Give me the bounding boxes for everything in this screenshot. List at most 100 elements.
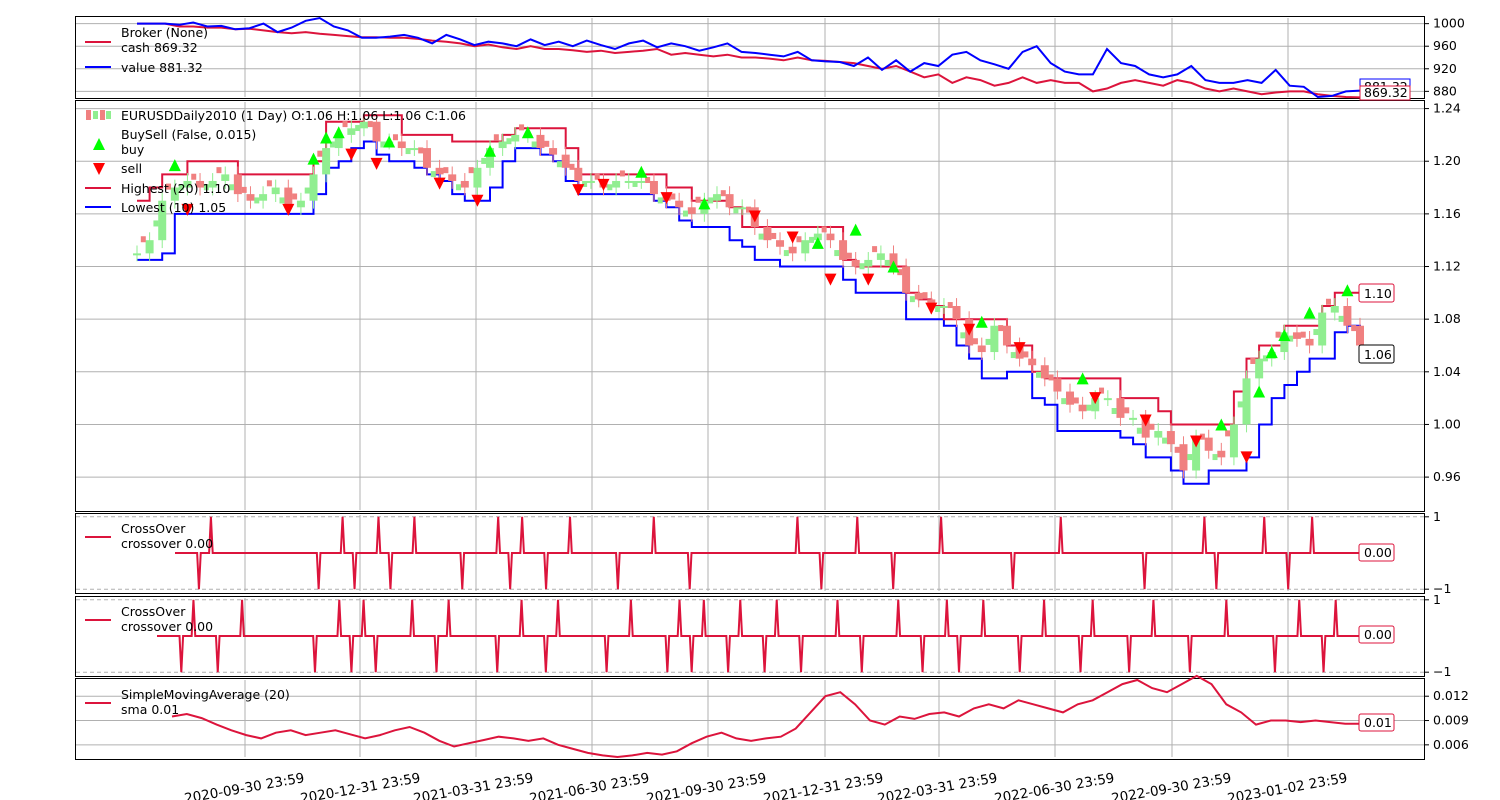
candle-body: [1073, 397, 1079, 404]
y-tick-label: 1.24: [1433, 101, 1461, 116]
legend-crossover-1-title: CrossOver: [121, 521, 186, 536]
sell-marker: [1139, 414, 1152, 427]
buy-marker: [635, 165, 648, 178]
candle-body: [1129, 417, 1138, 420]
candle-body: [1028, 358, 1037, 366]
candle-body: [876, 253, 885, 260]
y-tick-label: 1.00: [1433, 416, 1461, 431]
candle-body: [1048, 374, 1054, 381]
candle-body: [284, 187, 293, 208]
y-tick-label: 0.96: [1433, 469, 1461, 484]
sell-marker: [824, 273, 837, 286]
candle-body: [448, 174, 457, 181]
highest-line: [137, 114, 1392, 426]
legend-sma-title: SimpleMovingAverage (20): [121, 687, 290, 702]
candle-body: [536, 134, 545, 149]
plot-area: [133, 16, 1392, 759]
candle-body: [1212, 454, 1218, 461]
candle-body: [544, 140, 550, 147]
candle-body: [632, 180, 638, 187]
candle-body: [586, 180, 595, 183]
buy-marker: [1278, 328, 1291, 341]
sell-marker: [1013, 342, 1026, 355]
candle-body: [1066, 391, 1075, 405]
candle-body: [392, 134, 398, 141]
candle-body: [1255, 358, 1264, 379]
candle-body: [292, 193, 298, 200]
crossover-line: [175, 516, 1360, 590]
buy-marker: [320, 131, 333, 144]
candle-body: [334, 134, 343, 149]
candle-body: [422, 148, 431, 168]
sell-marker: [963, 323, 976, 336]
buy-marker: [332, 126, 345, 139]
candle-body: [1237, 401, 1243, 408]
sma-legend: SimpleMovingAverage (20) sma 0.01: [85, 687, 290, 717]
candle-body: [355, 125, 361, 132]
sell-marker: [786, 231, 799, 244]
candle-body: [1313, 329, 1319, 336]
buy-marker: [521, 126, 534, 139]
sell-marker: [181, 203, 194, 216]
candle-body: [725, 194, 734, 208]
candle-body: [1099, 387, 1105, 394]
candle-body: [897, 269, 903, 276]
candle-body: [972, 338, 978, 345]
candle-body: [456, 184, 462, 191]
end-label-cash: 869.32: [1364, 85, 1408, 100]
candle-body: [322, 148, 331, 175]
legend-sma-value: sma 0.01: [121, 702, 179, 717]
candle-body: [430, 171, 436, 178]
candle-body: [170, 187, 179, 201]
candle-body: [1225, 430, 1231, 437]
y-tick-label: 1: [1433, 592, 1441, 607]
candle-body: [1174, 446, 1180, 453]
candle-body: [1149, 423, 1155, 430]
candle-body: [1010, 352, 1016, 359]
broker-series-line: [137, 16, 1361, 99]
legend-crossover-2-title: CrossOver: [121, 604, 186, 619]
candle-body: [758, 233, 764, 240]
candle-body: [1187, 454, 1193, 461]
candle-body: [405, 148, 411, 155]
candle-body: [1162, 437, 1168, 444]
candle-body: [1111, 408, 1117, 414]
candle-body: [1002, 325, 1011, 346]
sell-marker: [370, 157, 383, 170]
candle-body: [1275, 331, 1281, 338]
candle-body: [582, 180, 588, 187]
candle-body: [720, 190, 726, 197]
candle-body: [990, 325, 999, 353]
candle-body: [372, 121, 381, 142]
buy-marker: [698, 197, 711, 210]
y-tick-label: 920: [1433, 61, 1457, 76]
candle-body: [178, 184, 184, 191]
candle-body: [1280, 332, 1289, 353]
candle-body: [506, 138, 512, 145]
candle-body: [549, 148, 558, 155]
candle-body: [935, 306, 941, 312]
buy-marker: [1253, 385, 1266, 398]
candle-body: [977, 345, 986, 353]
candle-body: [1023, 351, 1029, 358]
end-label-close: 1.06: [1364, 347, 1392, 362]
buy-marker: [887, 260, 900, 273]
candle-body: [481, 157, 487, 164]
buy-marker: [383, 135, 396, 148]
candle-body: [1217, 450, 1226, 458]
crossover-line: [157, 599, 1360, 673]
candle-body: [645, 177, 651, 184]
candle-body: [1061, 398, 1067, 405]
candle-body: [846, 252, 852, 259]
candle-body: [687, 207, 696, 214]
sma-panel: [75, 678, 1425, 760]
candle-body: [486, 148, 495, 168]
sell-marker: [1240, 451, 1253, 464]
buy-marker: [811, 236, 824, 249]
y-tick-label: 1.16: [1433, 206, 1461, 221]
end-label-sma: 0.01: [1364, 715, 1392, 730]
candle-body: [266, 180, 272, 187]
sell-marker: [862, 273, 875, 286]
buy-marker: [484, 144, 497, 157]
candle-body: [191, 173, 197, 180]
